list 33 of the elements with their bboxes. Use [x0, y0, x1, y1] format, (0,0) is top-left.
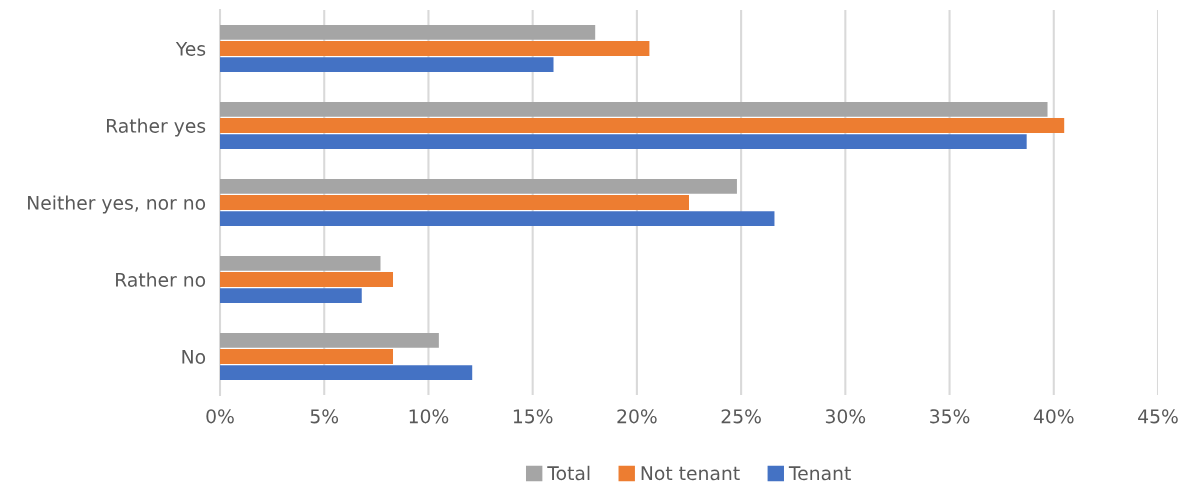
y-tick-label: Rather yes	[107, 118, 206, 137]
x-tick-label: 15%	[513, 409, 553, 424]
x-tick-label: 45%	[1138, 409, 1178, 424]
x-tick-label: 40%	[1033, 409, 1074, 424]
x-tick-label: 0%	[206, 409, 234, 424]
bar	[220, 134, 1027, 150]
y-tick-label: Rather no	[116, 272, 206, 287]
legend-label: Total	[547, 465, 590, 481]
x-tick-label: 25%	[721, 409, 761, 424]
x-tick-label: 10%	[409, 409, 449, 424]
x-tick-label: 35%	[930, 409, 970, 424]
bar	[220, 288, 362, 304]
legend-label: Not tenant	[641, 466, 740, 481]
bar	[220, 349, 394, 364]
bar	[220, 57, 554, 73]
bar	[220, 195, 689, 210]
bar	[220, 332, 439, 348]
legend-label: Tenant	[788, 466, 851, 481]
x-tick-label: 30%	[825, 409, 866, 424]
y-tick-label: Yes	[175, 41, 206, 56]
bar	[220, 24, 596, 40]
bar	[220, 255, 381, 271]
y-tick-label: No	[182, 349, 206, 364]
bar	[220, 118, 1065, 133]
y-tick-label: Neither yes, nor no	[28, 195, 206, 214]
bar	[220, 365, 473, 381]
x-tick-label: 20%	[617, 409, 657, 424]
bar	[220, 41, 650, 56]
x-tick-label: 5%	[310, 409, 339, 424]
bar	[220, 101, 1048, 117]
bar	[220, 272, 394, 287]
bar	[220, 178, 737, 194]
bar	[220, 211, 775, 227]
